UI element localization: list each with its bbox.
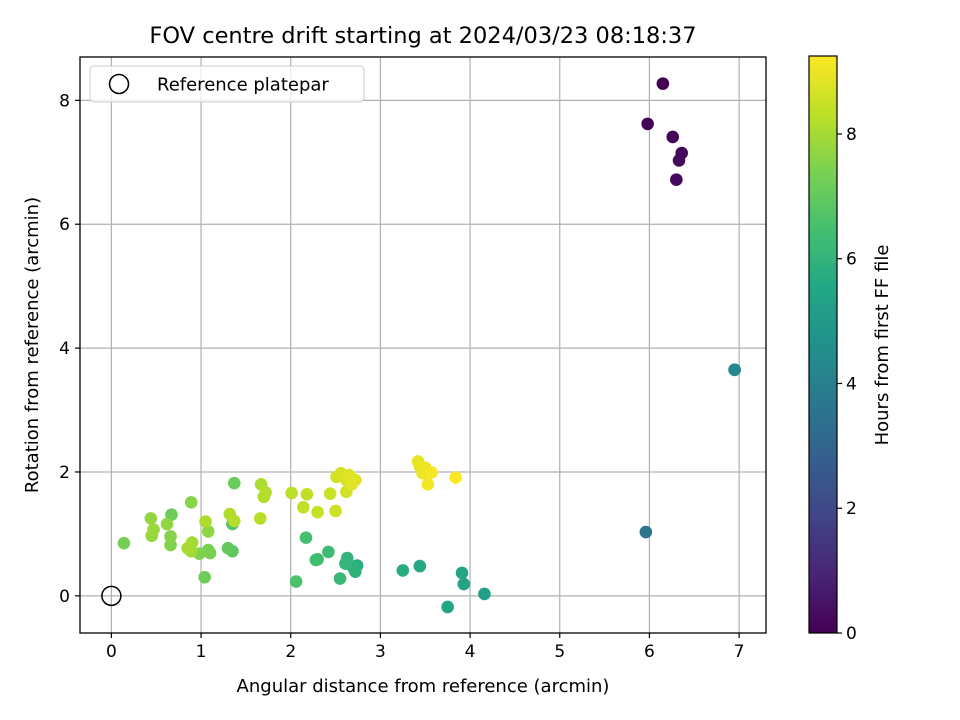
data-point <box>201 525 215 538</box>
colorbar-tick-label: 2 <box>846 499 857 519</box>
data-point <box>449 471 463 484</box>
y-axis-label: Rotation from reference (arcmin) <box>22 197 43 493</box>
data-point <box>300 487 314 501</box>
chart-title: FOV centre drift starting at 2024/03/23 … <box>149 23 696 49</box>
data-point <box>323 487 337 500</box>
data-point <box>656 77 670 90</box>
data-point <box>227 476 241 490</box>
x-tick-label: 1 <box>196 642 207 662</box>
data-point <box>322 545 335 559</box>
colorbar <box>808 55 838 634</box>
data-point <box>455 566 469 580</box>
data-point <box>147 523 160 536</box>
colorbar-axis: 0 2 4 6 8 <box>837 125 857 644</box>
y-tick-label: 6 <box>59 215 70 235</box>
y-tick-label: 0 <box>59 587 70 607</box>
colorbar-tick-label: 6 <box>846 250 857 270</box>
data-point <box>199 515 212 528</box>
y-tick-label: 8 <box>59 91 70 111</box>
colorbar-label: Hours from first FF file <box>872 245 893 446</box>
x-tick-label: 0 <box>106 642 117 662</box>
plot-frame <box>79 56 767 634</box>
colorbar-tick-label: 0 <box>846 624 857 644</box>
x-tick-label: 7 <box>734 642 745 662</box>
data-point <box>672 154 686 167</box>
y-tick-label: 2 <box>59 463 70 483</box>
data-point <box>289 575 303 588</box>
data-point <box>666 130 680 144</box>
data-point <box>184 496 198 509</box>
data-point <box>311 505 324 519</box>
colorbar-tick-label: 4 <box>846 374 857 394</box>
colorbar-tick-label: 8 <box>846 125 857 145</box>
legend-label: Reference platepar <box>157 75 329 96</box>
data-point <box>160 517 174 531</box>
x-tick-label: 6 <box>644 642 655 662</box>
data-point <box>299 531 313 544</box>
data-point <box>164 530 177 543</box>
data-point <box>285 486 298 500</box>
x-tick-label: 5 <box>554 642 565 662</box>
data-point <box>641 117 654 131</box>
data-point <box>144 512 158 525</box>
data-point <box>413 559 427 573</box>
data-point <box>333 572 347 585</box>
y-tick-label: 4 <box>59 339 70 359</box>
legend: Reference platepar <box>89 65 365 103</box>
data-point <box>259 486 272 499</box>
y-axis: 0 2 4 6 8 <box>59 91 80 607</box>
data-point <box>227 514 241 528</box>
x-axis-label: Angular distance from reference (arcmin) <box>237 676 610 697</box>
data-point <box>309 553 323 567</box>
data-point <box>728 363 741 377</box>
x-tick-label: 2 <box>285 642 296 662</box>
data-point <box>339 557 352 570</box>
data-point <box>329 504 342 518</box>
data-point <box>421 478 435 491</box>
reference-point <box>101 585 122 607</box>
data-point <box>253 512 267 525</box>
x-tick-label: 4 <box>465 642 476 662</box>
data-point <box>221 541 235 555</box>
legend-box <box>89 65 365 103</box>
data-point <box>396 564 410 577</box>
data-point <box>164 538 177 552</box>
data-points <box>117 77 741 614</box>
x-axis: 0 1 2 3 4 5 6 7 <box>106 633 745 662</box>
data-point <box>457 577 471 591</box>
data-point <box>117 536 131 550</box>
data-point <box>478 587 491 601</box>
data-point <box>181 541 194 555</box>
reference-marker <box>101 585 122 607</box>
data-point <box>425 466 438 479</box>
x-tick-label: 3 <box>375 642 386 662</box>
data-point <box>441 600 454 614</box>
data-point <box>198 570 211 584</box>
data-point <box>639 525 653 539</box>
data-point <box>345 478 359 491</box>
data-point <box>670 173 683 186</box>
data-point <box>296 500 310 514</box>
legend-marker-icon <box>108 73 130 95</box>
